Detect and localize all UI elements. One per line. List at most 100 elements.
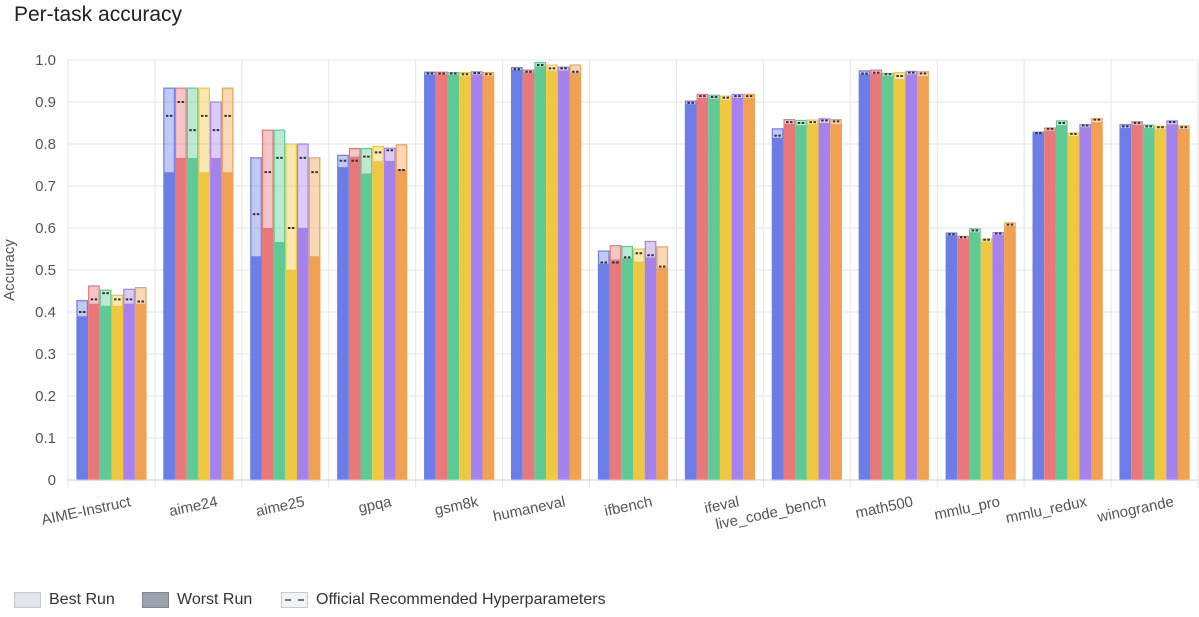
bar-best[interactable] (534, 62, 546, 67)
bar-best[interactable] (163, 88, 175, 173)
bar-worst[interactable] (198, 172, 210, 480)
bar-best[interactable] (807, 120, 818, 124)
bar-best[interactable] (906, 71, 917, 75)
bar-best[interactable] (1068, 133, 1079, 136)
bar-best[interactable] (511, 67, 523, 71)
bar-best[interactable] (76, 300, 88, 317)
bar-best[interactable] (859, 70, 870, 75)
bar-worst[interactable] (349, 156, 360, 480)
bar-worst[interactable] (471, 74, 482, 480)
bar-worst[interactable] (621, 258, 633, 480)
bar-best[interactable] (697, 94, 708, 98)
bar-worst[interactable] (697, 97, 708, 481)
bar-best[interactable] (1143, 125, 1154, 129)
bar-best[interactable] (1155, 126, 1166, 129)
bar-worst[interactable] (633, 261, 645, 480)
bar-worst[interactable] (123, 303, 135, 480)
bar-best[interactable] (123, 289, 135, 304)
bar-best[interactable] (262, 130, 274, 228)
bar-best[interactable] (981, 238, 992, 242)
bar-best[interactable] (882, 73, 894, 76)
bar-best[interactable] (297, 144, 309, 228)
bar-worst[interactable] (1044, 130, 1056, 480)
bar-best[interactable] (708, 95, 720, 99)
bar-best[interactable] (198, 88, 210, 173)
bar-best[interactable] (1178, 125, 1190, 129)
bar-best[interactable] (610, 245, 621, 260)
bar-worst[interactable] (558, 70, 569, 481)
bar-best[interactable] (685, 101, 696, 105)
bar-worst[interactable] (795, 125, 807, 480)
bar-worst[interactable] (870, 73, 882, 480)
bar-worst[interactable] (175, 157, 187, 481)
bar-worst[interactable] (483, 75, 494, 481)
bar-best[interactable] (917, 71, 929, 76)
bar-worst[interactable] (830, 123, 842, 480)
bar-best[interactable] (349, 148, 360, 157)
bar-best[interactable] (88, 285, 100, 304)
bar-worst[interactable] (917, 75, 929, 481)
bar-worst[interactable] (1068, 135, 1079, 480)
bar-worst[interactable] (210, 157, 222, 481)
bar-best[interactable] (558, 67, 569, 71)
bar-worst[interactable] (1004, 225, 1016, 480)
bar-worst[interactable] (361, 173, 372, 480)
bar-best[interactable] (1091, 118, 1103, 123)
bar-best[interactable] (384, 148, 396, 161)
bar-best[interactable] (946, 233, 957, 236)
bar-best[interactable] (795, 120, 807, 126)
bar-best[interactable] (523, 70, 534, 73)
bar-worst[interactable] (784, 123, 795, 480)
bar-best[interactable] (772, 128, 783, 138)
bar-worst[interactable] (1131, 124, 1143, 481)
bar-best[interactable] (459, 72, 471, 76)
bar-worst[interactable] (957, 238, 969, 481)
bar-worst[interactable] (274, 241, 285, 480)
bar-worst[interactable] (1056, 125, 1068, 480)
bar-worst[interactable] (297, 228, 309, 480)
bar-worst[interactable] (546, 70, 558, 481)
bar-worst[interactable] (1033, 133, 1044, 481)
bar-worst[interactable] (906, 74, 917, 480)
bar-best[interactable] (250, 157, 262, 257)
bar-best[interactable] (1044, 128, 1056, 131)
bar-best[interactable] (743, 94, 755, 98)
bar-worst[interactable] (436, 74, 447, 480)
bar-best[interactable] (732, 94, 743, 98)
bar-worst[interactable] (610, 259, 621, 481)
bar-worst[interactable] (981, 241, 992, 480)
bar-worst[interactable] (772, 137, 783, 480)
bar-best[interactable] (546, 65, 558, 71)
bar-best[interactable] (1033, 132, 1044, 134)
bar-worst[interactable] (523, 72, 534, 480)
legend-best-run[interactable]: Best Run (14, 591, 115, 609)
bar-worst[interactable] (969, 232, 981, 480)
bar-best[interactable] (1131, 121, 1143, 125)
bar-best[interactable] (1079, 124, 1091, 128)
bar-worst[interactable] (1120, 128, 1131, 481)
bar-best[interactable] (309, 157, 320, 257)
bar-best[interactable] (830, 119, 842, 124)
bar-worst[interactable] (882, 75, 894, 481)
bar-worst[interactable] (645, 257, 656, 480)
bar-best[interactable] (657, 246, 668, 268)
bar-worst[interactable] (534, 66, 546, 481)
bar-worst[interactable] (1091, 122, 1103, 480)
bar-worst[interactable] (657, 267, 668, 480)
bar-best[interactable] (957, 236, 969, 239)
bar-worst[interactable] (1166, 124, 1178, 480)
bar-worst[interactable] (720, 99, 732, 481)
bar-worst[interactable] (459, 75, 471, 481)
bar-best[interactable] (361, 148, 372, 174)
bar-worst[interactable] (511, 70, 523, 480)
bar-worst[interactable] (285, 270, 297, 480)
bar-worst[interactable] (135, 303, 146, 480)
bar-worst[interactable] (1155, 128, 1166, 480)
bar-best[interactable] (448, 72, 459, 75)
bar-worst[interactable] (262, 228, 274, 480)
bar-worst[interactable] (187, 157, 198, 481)
bar-best[interactable] (969, 228, 981, 233)
bar-best[interactable] (633, 249, 645, 262)
bar-best[interactable] (1004, 222, 1016, 226)
bar-best[interactable] (1120, 124, 1131, 129)
